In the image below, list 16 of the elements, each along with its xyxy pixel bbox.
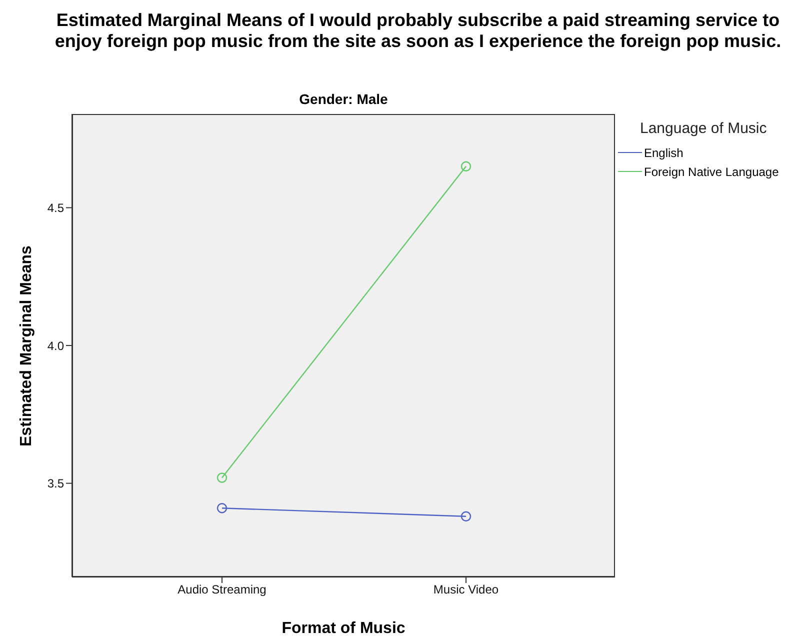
x-tick-label: Music Video: [433, 582, 499, 597]
chart-subtitle: Gender: Male: [298, 91, 389, 107]
y-axis-title: Estimated Marginal Means: [18, 244, 36, 448]
point: [460, 161, 472, 172]
x-tick-label: Audio Streaming: [178, 582, 266, 597]
point: [460, 511, 472, 522]
legend-label: English: [644, 146, 684, 160]
y-tick-label: 4.0: [47, 338, 64, 353]
point: [216, 472, 228, 483]
x-axis-title: Format of Music: [280, 620, 406, 638]
y-tick-label: 4.5: [47, 200, 64, 215]
point: [216, 503, 228, 514]
y-tick-label: 3.5: [47, 476, 64, 491]
legend-label: Foreign Native Language: [644, 164, 779, 178]
legend-title: Language of Music: [640, 120, 768, 137]
chart-title: Estimated Marginal Means of I would probably subscribe a paid streaming service to enjoy foreign pop music from the site as soon as I experience the foreign pop music.: [54, 10, 782, 52]
